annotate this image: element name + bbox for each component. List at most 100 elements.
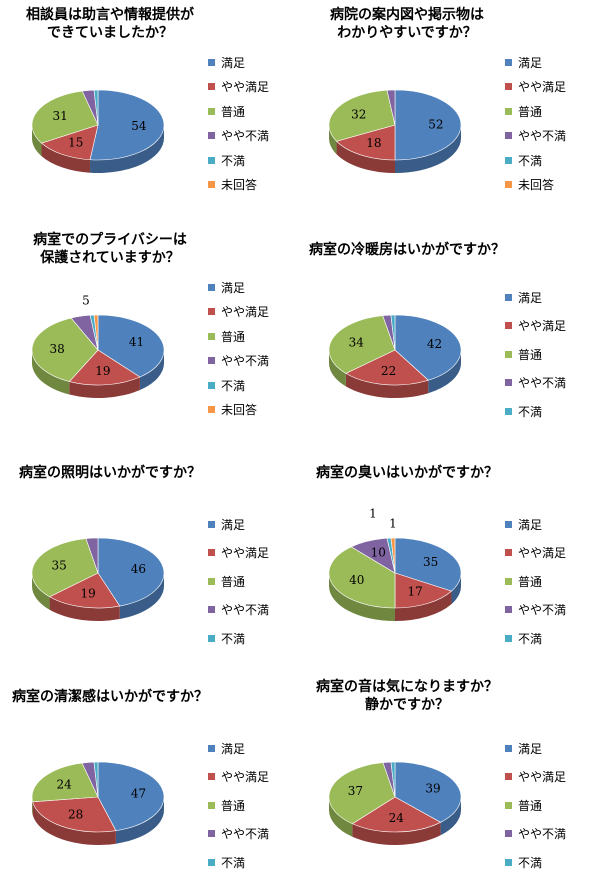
legend-swatch [208,58,215,66]
legend-item: 不満 [208,373,269,398]
chart-title-line: 病室の臭いはいかがですか？ [316,465,498,481]
legend-item: 満足 [505,510,566,539]
legend-label: 満足 [518,741,543,756]
slice-value-label: 32 [351,107,366,121]
pie-chart: 47 28 24 [31,761,165,845]
legend-item: 普通 [505,340,566,369]
pie-slice [390,314,396,351]
chart-title-line: 病室の清潔感はいかがですか？ [12,689,208,705]
slice-value-label: 18 [366,136,381,150]
chart-title: 病室の音は気になりますか？ 静かですか？ [297,678,517,714]
legend-swatch [505,407,512,415]
legend-item: 満足 [505,734,566,763]
legend-item: 不満 [208,848,269,877]
legend-swatch [505,181,512,189]
legend-label: 不満 [221,855,246,870]
chart-title: 相談員は助言や情報提供が できていましたか？ [0,6,220,42]
chart-title-line: 保護されていますか？ [40,250,180,266]
slice-value-label: 19 [80,587,95,601]
legend-swatch [208,549,215,557]
legend-item: 満足 [505,50,566,75]
legend-item: やや満足 [208,75,269,100]
chart-title: 病室でのプライバシーは 保護されていますか？ [0,231,220,267]
pie-slice [328,762,396,825]
legend-swatch [505,156,512,164]
legend-label: やや不満 [518,827,567,842]
pie-slice-side [32,573,50,610]
pie-slice [345,349,429,386]
chart-legend: 満足 やや満足 普通 やや不満 不満 [505,734,566,877]
pie-slice [394,314,462,381]
chart-title: 病室の照明はいかがですか？ [0,464,220,482]
legend-item: やや満足 [505,763,566,792]
legend-label: 不満 [221,631,246,646]
pie-slice-side [139,350,164,391]
legend-item: やや満足 [505,539,566,568]
pie-chart: 35 17 40 10 11 [328,507,462,621]
legend-label: やや満足 [518,319,567,334]
legend-label: 不満 [518,631,543,646]
legend-item: 不満 [505,397,566,426]
pie-slice [386,89,396,126]
pie-slice-side [69,377,140,398]
pie-slice [48,572,121,609]
slice-value-label: 54 [131,119,147,133]
slice-value-label: 1 [369,507,377,521]
legend-item: やや不満 [208,124,269,149]
chart-title: 病院の案内図や掲示物は わかりやすいですか？ [297,6,517,42]
chart-title-line: 病室の音は気になりますか？ [316,679,498,695]
pie-slice-side [41,143,91,173]
legend-item: 不満 [208,624,269,653]
pie-slice-side [440,797,461,836]
slice-value-label: 40 [349,573,364,587]
legend-item: 満足 [208,275,269,300]
legend-item: 不満 [208,148,269,173]
slice-value-label: 22 [381,364,396,378]
slice-value-label: 42 [427,337,442,351]
legend-label: 不満 [221,378,246,393]
legend-item: 未回答 [505,173,566,198]
legend-label: 未回答 [518,178,555,193]
chart-legend: 満足 やや満足 普通 やや不満 不満 [505,510,566,653]
legend-swatch [208,381,215,389]
legend-label: やや満足 [518,80,567,95]
legend-swatch [505,520,512,528]
pie-chart-panel: 病室の音は気になりますか？ 静かですか？ 39 24 37 満足 やや満足 普通 やや不満 不満 [297,672,594,894]
chart-legend: 満足 やや満足 普通 やや不満 不満 未回答 [208,50,269,197]
legend-item: やや満足 [208,539,269,568]
pie-slice [31,317,99,382]
pie-slice-side [329,350,346,387]
slice-value-label: 35 [423,555,438,569]
pie-slice-side [115,797,164,844]
pie-slice [394,572,453,609]
pie-slice-side [32,125,42,157]
chart-title-line: 病室の冷暖房はいかがですか？ [309,242,505,258]
legend-item: 満足 [208,510,269,539]
legend-item: やや不満 [208,820,269,849]
legend-item: やや不満 [505,369,566,398]
pie-slice [328,89,396,142]
legend-label: やや満足 [518,770,567,785]
slice-value-label: 34 [349,336,365,350]
legend-swatch [505,58,512,66]
legend-swatch [208,83,215,91]
legend-label: やや満足 [221,305,270,320]
legend-swatch [505,744,512,752]
pie-slice [394,537,462,592]
legend-item: 満足 [208,734,269,763]
legend-item: 不満 [505,148,566,173]
legend-label: 普通 [221,329,246,344]
pie-slice [31,762,99,803]
pie-chart-panel: 病室の臭いはいかがですか？ 35 17 40 10 1 1 満足 やや満足 普通 やや不満 不満 [297,448,594,670]
pie-slice [335,124,396,161]
pie-slice-side [90,125,164,173]
legend-swatch [208,156,215,164]
legend-label: 普通 [221,798,246,813]
pie-chart: 46 19 35 [31,537,165,621]
legend-label: やや不満 [518,129,567,144]
legend-item: やや満足 [505,75,566,100]
legend-swatch [505,549,512,557]
legend-swatch [208,181,215,189]
legend-item: やや不満 [208,349,269,374]
pie-chart-panel: 病室の清潔感はいかがですか？ 47 28 24 満足 やや満足 普通 やや不満 不満 [0,672,297,894]
